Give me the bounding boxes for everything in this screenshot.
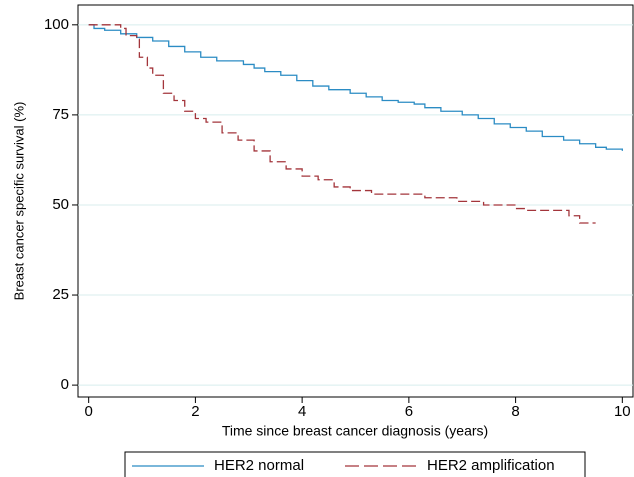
x-tick-label: 0 [85, 403, 93, 420]
legend-label: HER2 normal [214, 457, 304, 474]
y-tick-label: 75 [52, 106, 69, 123]
legend-box [124, 451, 586, 477]
x-tick-label: 10 [614, 403, 631, 420]
y-tick-label: 25 [52, 286, 69, 303]
x-tick-label: 6 [405, 403, 413, 420]
x-axis-label: Time since breast cancer diagnosis (year… [222, 423, 488, 439]
x-tick-label: 8 [511, 403, 519, 420]
y-axis-label: Breast cancer specific survival (%) [11, 102, 26, 301]
x-tick-label: 2 [191, 403, 199, 420]
x-tick-label: 4 [298, 403, 306, 420]
survival-line [88, 24, 623, 151]
survival-line [88, 24, 596, 224]
legend-label: HER2 amplification [427, 457, 555, 474]
y-tick-label: 0 [61, 376, 69, 393]
plot-frame [77, 4, 634, 398]
y-tick-label: 50 [52, 196, 69, 213]
y-tick-label: 100 [44, 16, 69, 33]
